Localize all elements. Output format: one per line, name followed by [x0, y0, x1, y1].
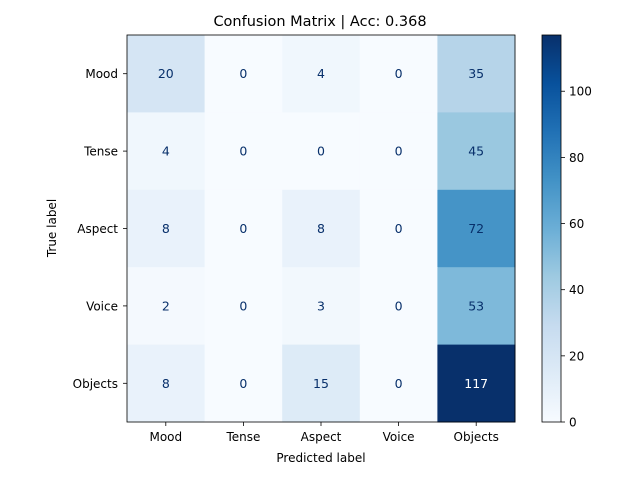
- cell-3-3: [359, 267, 438, 346]
- cell-4-0: [127, 344, 206, 423]
- colorbar-tick-label: 20: [569, 349, 584, 363]
- cell-value-3-4: 53: [468, 298, 484, 313]
- y-tick-label: Tense: [83, 145, 118, 159]
- cell-value-1-4: 45: [468, 144, 484, 159]
- cell-value-1-0: 4: [162, 144, 170, 159]
- cell-value-4-4: 117: [464, 376, 488, 391]
- cell-value-3-0: 2: [162, 298, 170, 313]
- cell-value-0-2: 4: [317, 66, 325, 81]
- x-axis-ticks: Mood Tense Aspect Voice Objects: [149, 422, 499, 444]
- chart-title: Confusion Matrix | Acc: 0.368: [213, 14, 426, 30]
- cell-value-0-0: 20: [158, 66, 174, 81]
- cell-1-1: [204, 112, 283, 191]
- cell-value-2-2: 8: [317, 221, 325, 236]
- cell-0-2: [282, 35, 361, 113]
- cell-4-2: [282, 344, 361, 423]
- cell-0-3: [359, 35, 438, 113]
- cell-value-1-2: 0: [317, 144, 325, 159]
- cell-value-2-4: 72: [468, 221, 484, 236]
- colorbar-tick-label: 60: [569, 217, 584, 231]
- cell-value-4-3: 0: [395, 376, 403, 391]
- cell-value-0-4: 35: [468, 66, 484, 81]
- cell-value-3-1: 0: [239, 298, 247, 313]
- y-axis-ticks: Mood Tense Aspect Voice Objects: [73, 67, 127, 391]
- cell-2-4: [437, 189, 516, 268]
- cell-0-1: [204, 35, 283, 113]
- cell-value-2-1: 0: [239, 221, 247, 236]
- x-axis-label: Predicted label: [276, 451, 365, 465]
- cell-0-0: [127, 35, 206, 113]
- x-tick-label: Tense: [225, 430, 260, 444]
- y-axis-label: True label: [45, 199, 59, 258]
- cell-1-3: [359, 112, 438, 191]
- y-tick-label: Mood: [85, 67, 118, 81]
- x-tick-label: Voice: [383, 430, 415, 444]
- colorbar-tick-label: 80: [569, 151, 584, 165]
- cell-2-3: [359, 189, 438, 268]
- cell-value-4-0: 8: [162, 376, 170, 391]
- cell-value-2-0: 8: [162, 221, 170, 236]
- cell-1-0: [127, 112, 206, 191]
- cell-3-0: [127, 267, 206, 346]
- cell-2-0: [127, 189, 206, 268]
- cell-value-3-2: 3: [317, 298, 325, 313]
- cell-3-4: [437, 267, 516, 346]
- cell-value-0-1: 0: [239, 66, 247, 81]
- y-tick-label: Aspect: [77, 222, 118, 236]
- cell-4-3: [359, 344, 438, 423]
- x-tick-label: Objects: [454, 430, 499, 444]
- cell-value-1-3: 0: [395, 144, 403, 159]
- cell-value-3-3: 0: [395, 298, 403, 313]
- y-tick-label: Objects: [73, 377, 118, 391]
- colorbar-ticks: 0 20 40 60 80 100: [561, 85, 592, 430]
- cell-value-2-3: 0: [395, 221, 403, 236]
- cell-3-1: [204, 267, 283, 346]
- colorbar: [541, 34, 562, 423]
- x-tick-label: Mood: [149, 430, 182, 444]
- cell-value-1-1: 0: [239, 144, 247, 159]
- y-tick-label: Voice: [86, 299, 118, 313]
- colorbar-tick-label: 40: [569, 283, 584, 297]
- cell-0-4: [437, 35, 516, 113]
- colorbar-tick-label: 0: [569, 416, 577, 430]
- colorbar-tick-label: 100: [569, 85, 592, 99]
- cell-value-4-1: 0: [239, 376, 247, 391]
- cell-2-1: [204, 189, 283, 268]
- x-tick-label: Aspect: [301, 430, 342, 444]
- cell-value-4-2: 15: [313, 376, 329, 391]
- cell-2-2: [282, 189, 361, 268]
- cell-4-1: [204, 344, 283, 423]
- cell-3-2: [282, 267, 361, 346]
- cell-value-0-3: 0: [395, 66, 403, 81]
- cell-4-4: [437, 344, 516, 423]
- cell-1-2: [282, 112, 361, 191]
- cell-1-4: [437, 112, 516, 191]
- heatmap-cells: 20 0 4 0 354 0 0 0 458 0 8 0 722 0 3 0 538 0 15 0 117: [127, 35, 516, 423]
